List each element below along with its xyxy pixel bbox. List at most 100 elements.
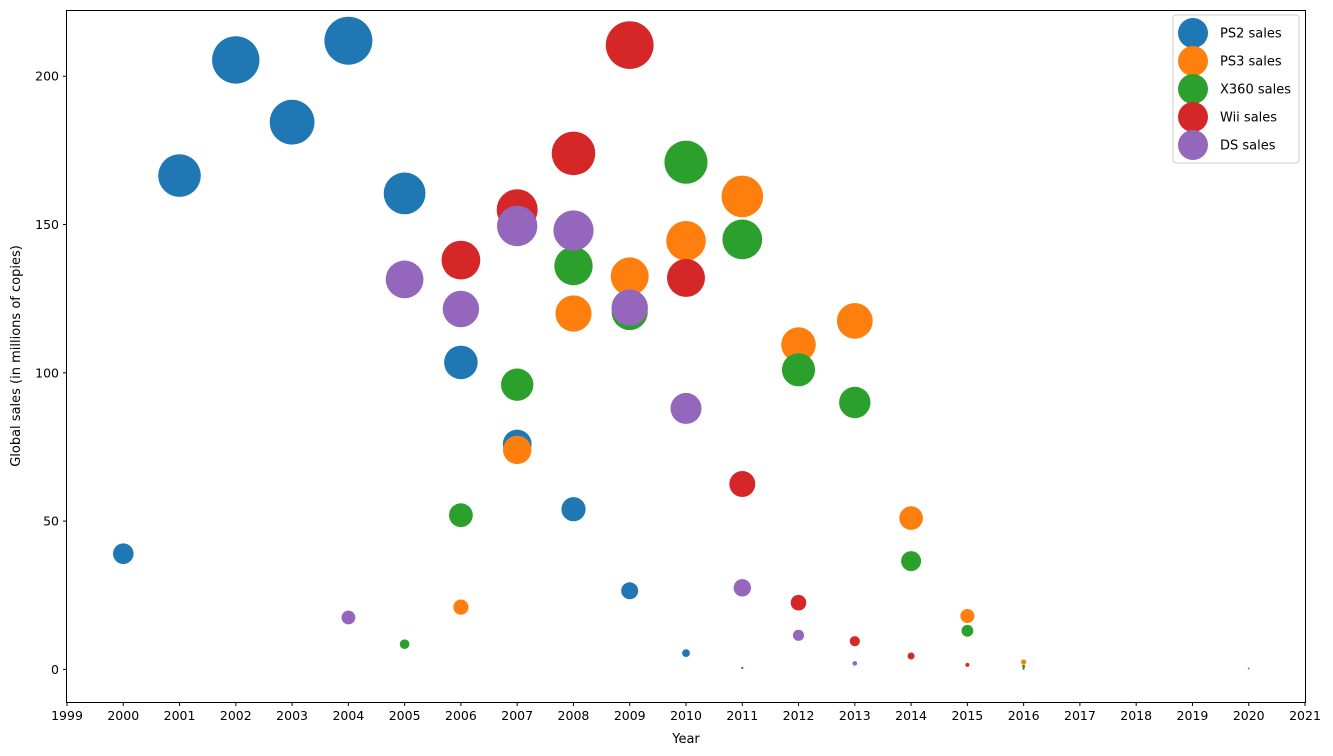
x-tick-label: 2013: [839, 708, 871, 723]
data-point: [441, 240, 481, 280]
data-point: [781, 327, 816, 362]
data-point: [666, 221, 706, 261]
data-point: [1021, 659, 1027, 665]
data-point: [901, 551, 922, 572]
axes-frame: [66, 10, 1306, 703]
data-point: [444, 345, 478, 380]
legend-marker: [1178, 102, 1208, 132]
legend-marker: [1178, 74, 1208, 104]
x-tick-label: 2018: [1120, 708, 1152, 723]
x-tick-label: 2012: [783, 708, 815, 723]
data-point: [554, 246, 593, 286]
y-tick-label: 0: [51, 662, 59, 677]
data-point: [664, 140, 708, 184]
data-point: [449, 503, 473, 528]
legend-label: X360 sales: [1220, 83, 1291, 98]
data-point: [611, 289, 648, 326]
data-point: [839, 386, 871, 419]
data-point: [960, 609, 975, 623]
legend-label: PS3 sales: [1220, 55, 1282, 70]
x-tick-label: 1999: [51, 708, 83, 723]
data-point: [158, 154, 201, 197]
x-tick-label: 2001: [164, 708, 196, 723]
x-tick-label: 2011: [726, 708, 758, 723]
data-point: [792, 629, 805, 641]
data-point: [497, 205, 538, 247]
data-point: [741, 666, 744, 670]
legend-marker: [1178, 130, 1208, 160]
data-point: [324, 16, 373, 65]
y-tick-label: 150: [35, 217, 59, 232]
x-tick-label: 2008: [558, 708, 590, 723]
plot-area: [113, 16, 1250, 670]
x-tick-label: 2006: [445, 708, 477, 723]
data-point: [961, 624, 974, 637]
x-tick-label: 2002: [220, 708, 252, 723]
series-ps3-sales: [453, 175, 1027, 665]
data-point: [899, 506, 923, 530]
data-point: [501, 368, 534, 401]
data-point: [383, 172, 426, 215]
x-tick-label: 2010: [670, 708, 702, 723]
x-axis-label: Year: [671, 732, 700, 747]
data-point: [269, 99, 315, 145]
series-wii-sales: [441, 21, 1025, 670]
data-point: [1247, 667, 1250, 670]
data-point: [212, 36, 260, 84]
data-point: [790, 594, 807, 611]
x-tick-label: 2009: [614, 708, 646, 723]
x-tick-label: 2016: [1008, 708, 1040, 723]
data-point: [605, 21, 654, 70]
y-tick-label: 100: [35, 365, 59, 380]
x-axis: 1999 2000 2001 2002 2003 2004 2005 2006 2007 2008…: [51, 702, 1321, 723]
data-point: [1022, 664, 1026, 669]
series-ps2-sales: [113, 16, 744, 670]
x-tick-label: 2003: [276, 708, 308, 723]
data-point: [721, 175, 764, 218]
legend-label: DS sales: [1220, 139, 1276, 154]
y-axis-label: Global sales (in millions of copies): [9, 245, 24, 467]
data-point: [442, 290, 480, 328]
x-tick-label: 2000: [107, 708, 139, 723]
x-tick-label: 2019: [1177, 708, 1209, 723]
data-point: [781, 353, 816, 387]
data-point: [722, 219, 763, 260]
x-tick-label: 2007: [501, 708, 533, 723]
data-point: [503, 435, 532, 465]
x-tick-label: 2021: [1289, 708, 1321, 723]
data-point: [836, 303, 873, 339]
data-point: [733, 579, 751, 597]
legend-marker: [1178, 46, 1208, 76]
legend-label: PS2 sales: [1220, 27, 1282, 42]
x-tick-label: 2005: [389, 708, 421, 723]
legend-marker: [1178, 18, 1208, 48]
data-point: [852, 661, 858, 666]
data-point: [453, 599, 469, 615]
data-point: [561, 497, 586, 522]
x-tick-label: 2020: [1233, 708, 1265, 723]
data-point: [341, 610, 356, 625]
data-point: [682, 649, 690, 657]
y-tick-label: 200: [35, 69, 59, 84]
series-ds-sales: [341, 205, 1250, 670]
x-tick-label: 2014: [895, 708, 927, 723]
legend: PS2 sales PS3 sales X360 sales Wii sales DS …: [1172, 14, 1300, 164]
data-point: [610, 257, 649, 296]
data-point: [1022, 667, 1025, 670]
data-point: [551, 131, 596, 176]
y-tick-label: 50: [43, 514, 59, 529]
data-point: [849, 636, 860, 647]
y-axis: 0 50 100 150 200: [35, 69, 67, 677]
data-point: [621, 582, 639, 600]
data-point: [729, 471, 756, 497]
x-tick-label: 2004: [332, 708, 364, 723]
x-tick-label: 2015: [951, 708, 983, 723]
data-point: [965, 662, 970, 667]
legend-label: Wii sales: [1220, 111, 1277, 126]
data-point: [667, 258, 705, 297]
data-point: [399, 639, 410, 649]
x-tick-label: 2017: [1064, 708, 1096, 723]
data-point: [553, 210, 594, 251]
data-point: [113, 543, 134, 564]
